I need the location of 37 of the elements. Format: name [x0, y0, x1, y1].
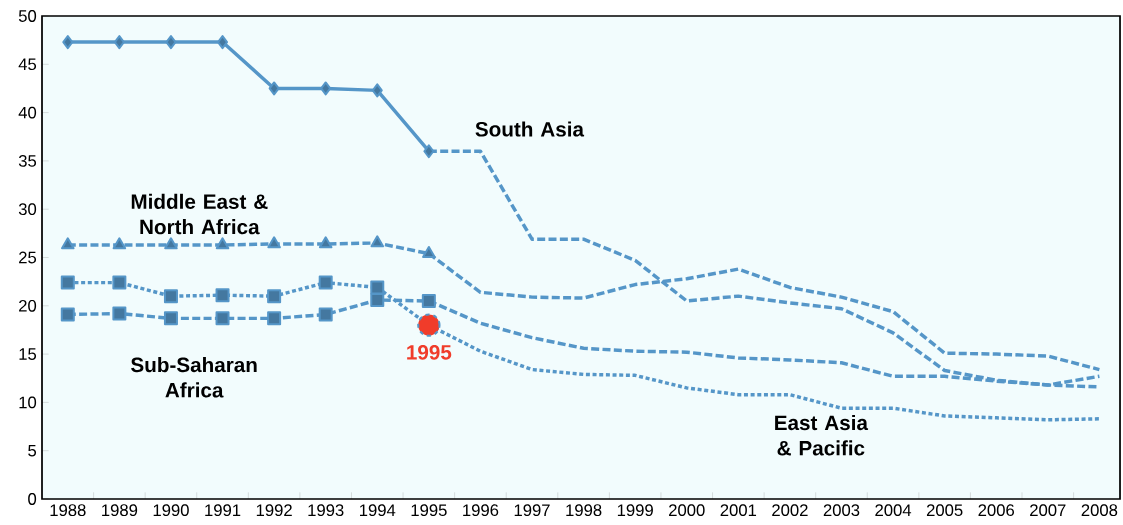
x-tick-label: 2000 — [669, 504, 705, 517]
x-tick-label: 2004 — [875, 504, 912, 517]
x-tick-label: 1999 — [617, 504, 653, 517]
y-tick-label: 45 — [18, 58, 37, 71]
x-tick-label: 2002 — [772, 504, 808, 517]
x-tick-label: 1996 — [463, 504, 499, 517]
y-tick-label: 35 — [18, 155, 37, 167]
x-tick-label: 1990 — [153, 504, 189, 517]
x-tick-label: 1994 — [360, 504, 396, 517]
x-tick-label: 1989 — [102, 504, 138, 517]
x-tick-label: 1995 — [411, 504, 447, 517]
series-label: Middle East & North Africa — [131, 193, 268, 235]
x-tick-label: 1988 — [50, 504, 86, 517]
x-tick-label: 2005 — [926, 504, 963, 517]
y-tick-label: 20 — [19, 299, 37, 312]
y-tick-label: 10 — [19, 396, 37, 409]
y-tick-label: 15 — [19, 348, 37, 360]
x-tick-label: 1991 — [205, 504, 241, 517]
x-tick-label: 1998 — [566, 504, 602, 517]
x-tick-label: 1992 — [256, 504, 292, 517]
x-tick-label: 2008 — [1081, 504, 1118, 517]
series-label: South Asia — [475, 121, 585, 137]
y-tick-label: 5 — [28, 444, 37, 457]
y-tick-label: 0 — [28, 493, 37, 505]
x-tick-label: 2001 — [720, 504, 757, 517]
x-tick-label: 2006 — [978, 504, 1015, 517]
y-tick-label: 25 — [19, 251, 37, 264]
x-tick-label: 2003 — [823, 504, 860, 517]
x-tick-label: 1997 — [514, 504, 550, 517]
series-label: East Asia & Pacific — [775, 414, 869, 456]
annotation: 1995 — [407, 345, 452, 360]
y-tick-label: 50 — [18, 10, 37, 22]
y-tick-label: 40 — [18, 106, 37, 119]
x-tick-label: 2007 — [1030, 504, 1066, 517]
series-label: Sub-Saharan Africa — [131, 357, 257, 398]
x-tick-label: 1993 — [308, 504, 344, 517]
y-tick-label: 30 — [18, 203, 37, 216]
